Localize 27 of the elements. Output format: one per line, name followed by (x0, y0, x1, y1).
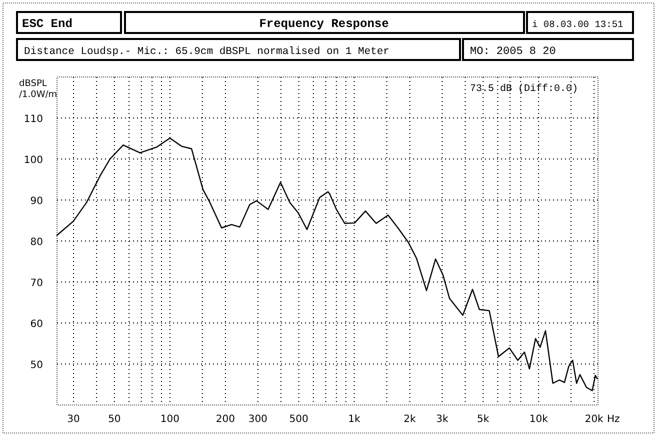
y-tick-label: 60 (30, 319, 43, 330)
x-tick-label: 500 (289, 414, 308, 425)
y-tick-label: 70 (30, 278, 43, 289)
y-tick-label: 90 (30, 196, 43, 207)
x-tick-label: 200 (216, 414, 235, 425)
text: ESC End (22, 17, 72, 31)
x-tick-label: 30 (67, 414, 80, 425)
y-axis-title: dBSPL /1.0W/m (19, 79, 58, 100)
chart-subtitle: Distance Loudsp.- Mic.: 65.9cm dBSPL normalised on 1 Meter (24, 46, 390, 58)
x-tick-label: 5k (477, 414, 490, 425)
x-tick-label: 2k (404, 414, 416, 425)
x-tick-label: 20k (584, 414, 604, 425)
x-tick-label: 100 (160, 414, 180, 425)
chart-title: Frequency Response (259, 17, 389, 31)
text: i 08.03.00 13:51 (532, 19, 624, 30)
x-tick-label: 1k (348, 414, 361, 425)
x-axis-title: Hz (607, 414, 620, 425)
x-tick-label: 50 (108, 414, 121, 425)
y-tick-label: 80 (30, 237, 43, 248)
text: MO: 2005 8 20 (470, 46, 556, 58)
x-tick-label: 3k (436, 414, 448, 425)
x-tick-label: 10k (529, 414, 548, 425)
annotation: 73.5 dB (Diff:0.0) (470, 83, 578, 95)
y-tick-label: 50 (30, 360, 43, 371)
y-tick-label: 110 (24, 114, 43, 125)
y-tick-label: 100 (24, 155, 43, 166)
x-tick-label: 300 (248, 414, 268, 425)
